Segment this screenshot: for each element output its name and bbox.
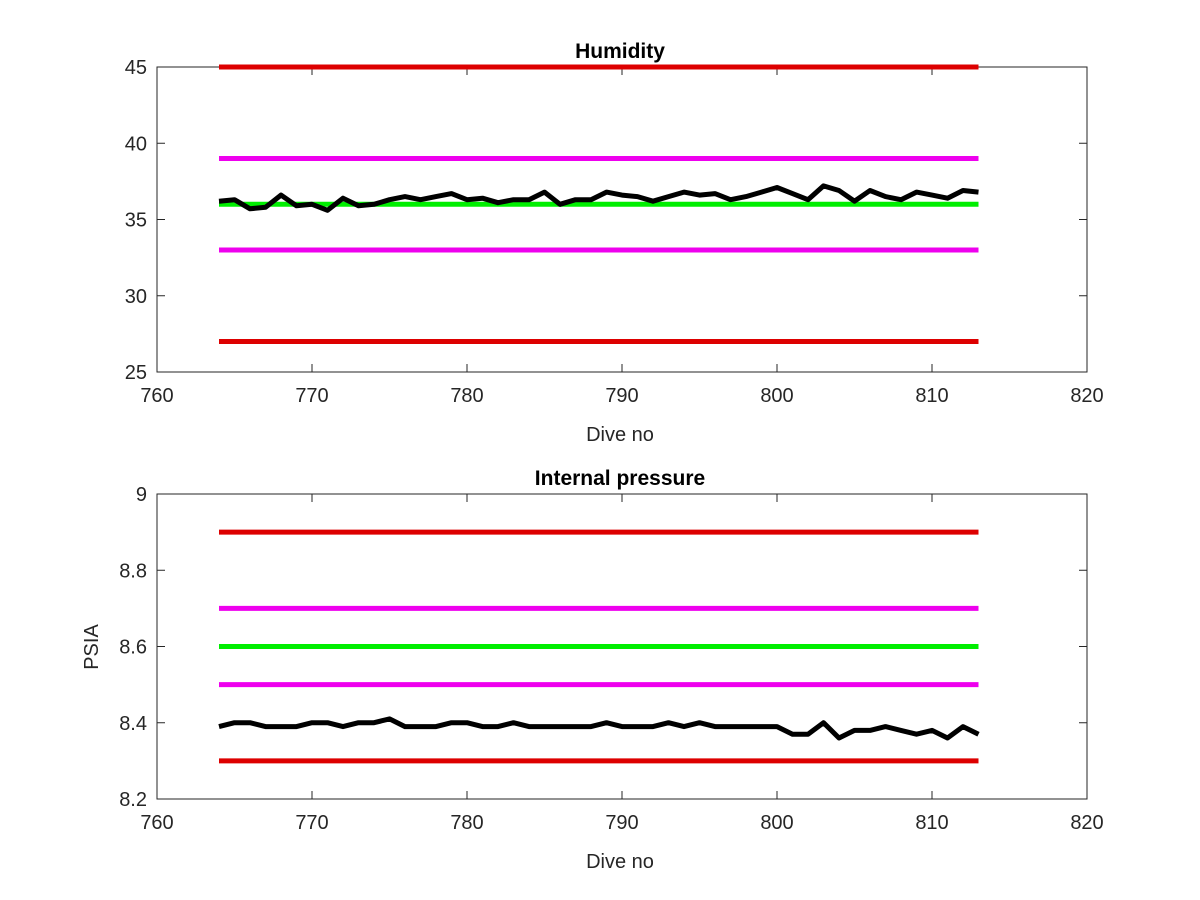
humidity-x-axis-label: Dive no	[586, 424, 654, 446]
pressure-y-tick-label: 8.2	[119, 789, 147, 811]
humidity-x-tick-label: 760	[140, 385, 173, 407]
humidity-x-tick-label: 770	[295, 385, 328, 407]
humidity-y-tick-label: 40	[125, 133, 147, 155]
humidity-x-tick-label: 810	[915, 385, 948, 407]
humidity-measurement-line	[218, 183, 979, 213]
humidity-panel: Humidity Dive no 760 770 780 790 800 810 820 25…	[125, 40, 1104, 446]
internal-pressure-panel: Internal pressure Dive no PSIA 760 770 780…	[81, 467, 1104, 873]
pressure-x-tick-label: 810	[915, 812, 948, 834]
pressure-chart-title: Internal pressure	[535, 467, 705, 490]
humidity-chart-title: Humidity	[575, 40, 665, 63]
pressure-y-axis-label: PSIA	[81, 624, 103, 670]
pressure-x-tick-label: 820	[1070, 812, 1103, 834]
pressure-y-tick-label: 8.6	[119, 637, 147, 659]
humidity-axes-box	[156, 66, 1088, 373]
pressure-x-tick-label: 760	[140, 812, 173, 834]
pressure-x-tick-label: 800	[760, 812, 793, 834]
pressure-x-tick-label: 790	[605, 812, 638, 834]
humidity-y-tick-label: 35	[125, 210, 147, 232]
humidity-y-tick-label: 30	[125, 286, 147, 308]
humidity-x-tick-label: 780	[450, 385, 483, 407]
pressure-x-tick-label: 770	[295, 812, 328, 834]
pressure-x-tick-label: 780	[450, 812, 483, 834]
pressure-measurement-line	[218, 716, 980, 741]
pressure-x-axis-label: Dive no	[586, 851, 654, 873]
pressure-y-tick-label: 8.4	[119, 713, 147, 735]
humidity-x-tick-label: 820	[1070, 385, 1103, 407]
humidity-x-tick-label: 800	[760, 385, 793, 407]
humidity-y-tick-label: 45	[125, 57, 147, 79]
humidity-x-tick-label: 790	[605, 385, 638, 407]
pressure-y-tick-label: 9	[136, 484, 147, 506]
humidity-y-tick-label: 25	[125, 362, 147, 384]
pressure-y-tick-label: 8.8	[119, 560, 147, 582]
